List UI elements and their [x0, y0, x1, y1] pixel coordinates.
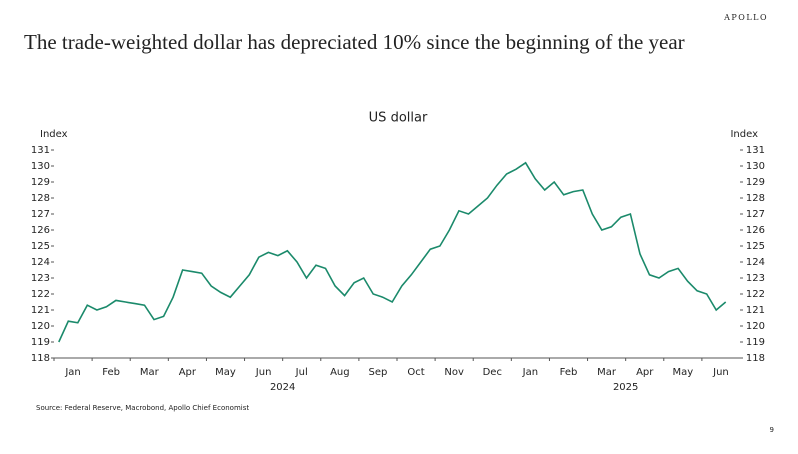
- data-line: [58, 161, 727, 343]
- y2-tick-label: 122: [746, 289, 765, 300]
- y2-axis-label: Index: [730, 129, 758, 140]
- x-tick-label: Jun: [712, 367, 729, 378]
- y-tick-label: 123: [31, 273, 50, 284]
- x-tick-label: Dec: [483, 367, 502, 378]
- chart-subtitle: US dollar: [369, 111, 428, 126]
- y-tick-label: 129: [31, 177, 50, 188]
- y2-tick-label: 126: [746, 225, 765, 236]
- x-tick-label: Jul: [295, 367, 308, 378]
- y-tick-label: 127: [31, 209, 50, 220]
- y-tick-label: 118: [31, 353, 50, 364]
- y2-tick-label: 131: [746, 145, 765, 156]
- y2-tick-label: 129: [746, 177, 765, 188]
- x-tick-label: Aug: [330, 367, 350, 378]
- source: Source: Federal Reserve, Macrobond, Apol…: [36, 404, 249, 412]
- x-tick-label: Apr: [636, 367, 654, 378]
- y-tick-label: 121: [31, 305, 50, 316]
- y2-tick-label: 128: [746, 193, 765, 204]
- y2-tick-label: 124: [746, 257, 765, 268]
- x-tick-label: Mar: [597, 367, 617, 378]
- y-tick-label: 122: [31, 289, 50, 300]
- y2-tick-label: 119: [746, 337, 765, 348]
- y-tick-label: 128: [31, 193, 50, 204]
- x-tick-label: Feb: [102, 367, 120, 378]
- y2-tick-label: 125: [746, 241, 765, 252]
- y2-tick-label: 121: [746, 305, 765, 316]
- x-tick-label: Apr: [179, 367, 197, 378]
- chart-title: The trade-weighted dollar has depreciate…: [24, 30, 685, 54]
- y-tick-label: 126: [31, 225, 50, 236]
- y2-tick-label: 118: [746, 353, 765, 364]
- x-tick-label: Sep: [369, 367, 388, 378]
- x-tick-label: Oct: [407, 367, 424, 378]
- y-tick-label: 130: [31, 161, 50, 172]
- year-label: 2024: [270, 382, 295, 393]
- x-tick-label: Jan: [522, 367, 538, 378]
- x-tick-label: May: [672, 367, 693, 378]
- page-number: 9: [770, 426, 774, 434]
- brand: APOLLO: [723, 13, 768, 22]
- x-tick-label: Jun: [255, 367, 272, 378]
- y-tick-label: 131: [31, 145, 50, 156]
- y-tick-label: 125: [31, 241, 50, 252]
- x-tick-label: Jan: [64, 367, 80, 378]
- x-tick-label: Mar: [140, 367, 160, 378]
- y2-tick-label: 123: [746, 273, 765, 284]
- x-tick-label: Feb: [560, 367, 578, 378]
- year-label: 2025: [613, 382, 638, 393]
- y2-tick-label: 120: [746, 321, 765, 332]
- y-tick-label: 124: [31, 257, 50, 268]
- y-axis-label: Index: [40, 129, 68, 140]
- y2-tick-label: 130: [746, 161, 765, 172]
- x-tick-label: May: [215, 367, 236, 378]
- y-tick-label: 120: [31, 321, 50, 332]
- x-tick-label: Nov: [444, 367, 464, 378]
- y-tick-label: 119: [31, 337, 50, 348]
- y2-tick-label: 127: [746, 209, 765, 220]
